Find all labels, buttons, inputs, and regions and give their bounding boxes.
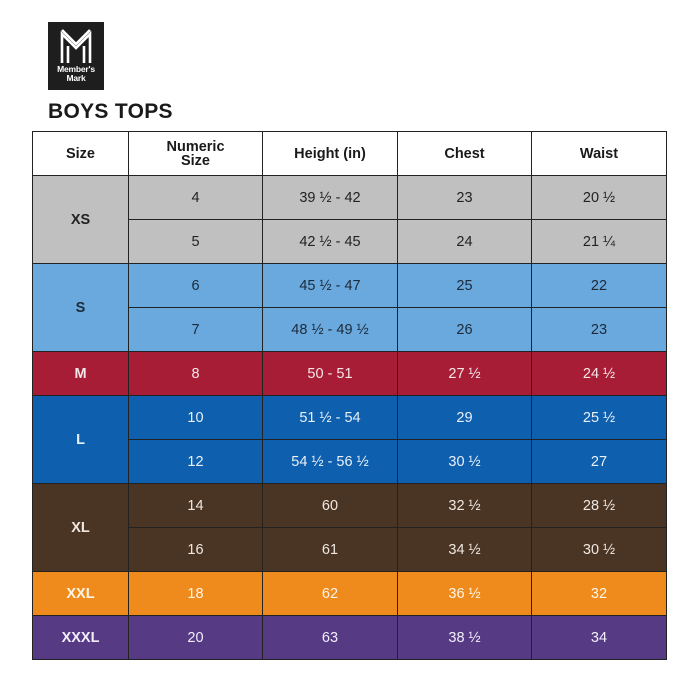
header-height: Height (in) xyxy=(262,131,398,176)
numeric-cell: 10 xyxy=(128,395,263,440)
brand-line2: Mark xyxy=(66,73,86,83)
height-cell: 62 xyxy=(262,571,398,616)
numeric-cell: 20 xyxy=(128,615,263,660)
chest-cell: 38 ½ xyxy=(397,615,532,660)
table-row: L 10 51 ½ - 54 29 25 ½ xyxy=(32,395,667,484)
chest-cell: 26 xyxy=(397,307,532,352)
numeric-cell: 8 xyxy=(128,351,263,396)
waist-cell: 32 xyxy=(531,571,667,616)
table-row: 7 48 ½ - 49 ½ 26 23 xyxy=(33,307,667,352)
numeric-cell: 4 xyxy=(128,175,263,220)
numeric-cell: 7 xyxy=(128,307,263,352)
size-chart-table: Size Numeric Size Height (in) Chest Wais… xyxy=(32,131,667,660)
table-row: XXXL 20 63 38 ½ 34 xyxy=(32,615,667,660)
chest-cell: 24 xyxy=(397,219,532,264)
table-row: S 6 45 ½ - 47 25 22 xyxy=(32,263,667,352)
numeric-cell: 18 xyxy=(128,571,263,616)
table-row: XS 4 39 ½ - 42 23 20 ½ xyxy=(32,175,667,264)
height-cell: 50 - 51 xyxy=(262,351,398,396)
size-label: XL xyxy=(32,483,129,572)
page-title: BOYS TOPS xyxy=(48,100,173,123)
numeric-cell: 16 xyxy=(128,527,263,572)
table-row: 12 54 ½ - 56 ½ 30 ½ 27 xyxy=(33,439,667,484)
chest-cell: 27 ½ xyxy=(397,351,532,396)
table-row: 5 42 ½ - 45 24 21 ¼ xyxy=(33,219,667,264)
waist-cell: 23 xyxy=(531,307,667,352)
numeric-cell: 5 xyxy=(128,219,263,264)
waist-cell: 27 xyxy=(531,439,667,484)
height-cell: 48 ½ - 49 ½ xyxy=(262,307,398,352)
brand-name: Member's Mark xyxy=(57,65,95,83)
header-row: Size Numeric Size Height (in) Chest Wais… xyxy=(32,131,667,176)
numeric-cell: 6 xyxy=(128,263,263,308)
header-chest: Chest xyxy=(397,131,532,176)
size-label: M xyxy=(32,351,129,396)
waist-cell: 28 ½ xyxy=(531,483,667,528)
waist-cell: 30 ½ xyxy=(531,527,667,572)
members-mark-logo: Member's Mark xyxy=(48,22,104,90)
waist-cell: 22 xyxy=(531,263,667,308)
chest-cell: 25 xyxy=(397,263,532,308)
header-waist: Waist xyxy=(531,131,667,176)
height-cell: 63 xyxy=(262,615,398,660)
m-logo-icon xyxy=(60,29,92,63)
chest-cell: 23 xyxy=(397,175,532,220)
height-cell: 54 ½ - 56 ½ xyxy=(262,439,398,484)
chest-cell: 32 ½ xyxy=(397,483,532,528)
size-label: XXXL xyxy=(32,615,129,660)
chest-cell: 30 ½ xyxy=(397,439,532,484)
size-label: S xyxy=(32,263,129,352)
table-row: XXL 18 62 36 ½ 32 xyxy=(32,571,667,616)
header-size: Size xyxy=(32,131,129,176)
waist-cell: 25 ½ xyxy=(531,395,667,440)
height-cell: 45 ½ - 47 xyxy=(262,263,398,308)
waist-cell: 34 xyxy=(531,615,667,660)
chest-cell: 34 ½ xyxy=(397,527,532,572)
size-label: XS xyxy=(32,175,129,264)
chest-cell: 36 ½ xyxy=(397,571,532,616)
height-cell: 51 ½ - 54 xyxy=(262,395,398,440)
size-label: L xyxy=(32,395,129,484)
brand-line1: Member's xyxy=(57,64,95,74)
height-cell: 42 ½ - 45 xyxy=(262,219,398,264)
waist-cell: 21 ¼ xyxy=(531,219,667,264)
waist-cell: 24 ½ xyxy=(531,351,667,396)
height-cell: 61 xyxy=(262,527,398,572)
table-row: XL 14 60 32 ½ 28 ½ xyxy=(32,483,667,572)
numeric-cell: 14 xyxy=(128,483,263,528)
height-cell: 60 xyxy=(262,483,398,528)
height-cell: 39 ½ - 42 xyxy=(262,175,398,220)
numeric-cell: 12 xyxy=(128,439,263,484)
chest-cell: 29 xyxy=(397,395,532,440)
header-numeric-size: Numeric Size xyxy=(128,131,263,176)
table-row: M 8 50 - 51 27 ½ 24 ½ xyxy=(32,351,667,396)
size-label: XXL xyxy=(32,571,129,616)
table-row: 16 61 34 ½ 30 ½ xyxy=(33,527,667,572)
waist-cell: 20 ½ xyxy=(531,175,667,220)
